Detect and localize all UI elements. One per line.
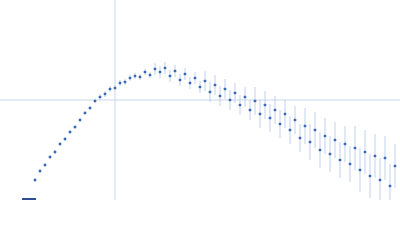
data-point bbox=[303, 124, 307, 128]
data-point bbox=[58, 142, 62, 146]
data-point bbox=[33, 178, 37, 182]
data-point bbox=[128, 76, 132, 80]
data-point bbox=[38, 169, 42, 173]
data-point bbox=[48, 155, 52, 159]
data-point bbox=[78, 118, 82, 122]
data-point bbox=[193, 76, 197, 80]
data-point bbox=[343, 142, 347, 146]
data-point bbox=[248, 108, 252, 112]
data-point bbox=[168, 74, 172, 78]
data-point bbox=[283, 112, 287, 116]
data-point bbox=[88, 106, 92, 110]
chart bbox=[0, 0, 400, 200]
data-point bbox=[198, 85, 202, 89]
data-point bbox=[243, 95, 247, 99]
data-point bbox=[293, 118, 297, 122]
data-point bbox=[238, 103, 242, 107]
data-point bbox=[93, 99, 97, 103]
data-point bbox=[163, 66, 167, 70]
data-point bbox=[393, 164, 397, 168]
data-point bbox=[113, 86, 117, 90]
data-point bbox=[158, 70, 162, 74]
data-point bbox=[218, 94, 222, 98]
data-point bbox=[298, 136, 302, 140]
data-point bbox=[83, 111, 87, 115]
data-point bbox=[278, 122, 282, 126]
data-point bbox=[98, 95, 102, 99]
data-point bbox=[353, 146, 357, 150]
data-point bbox=[103, 92, 107, 96]
data-point bbox=[378, 178, 382, 182]
data-point bbox=[383, 156, 387, 160]
data-point bbox=[323, 134, 327, 138]
data-point bbox=[263, 103, 267, 107]
data-point bbox=[348, 162, 352, 166]
data-point bbox=[208, 90, 212, 94]
data-point bbox=[308, 140, 312, 144]
data-point bbox=[123, 80, 127, 84]
data-point bbox=[188, 81, 192, 85]
data-point bbox=[43, 163, 47, 167]
data-point bbox=[133, 74, 137, 78]
data-point bbox=[173, 69, 177, 73]
data-point bbox=[108, 87, 112, 91]
data-point bbox=[288, 128, 292, 132]
data-point bbox=[373, 154, 377, 158]
data-point bbox=[328, 152, 332, 156]
data-point bbox=[368, 174, 372, 178]
data-point bbox=[178, 78, 182, 82]
data-point bbox=[148, 73, 152, 77]
data-point bbox=[223, 87, 227, 91]
data-point bbox=[388, 184, 392, 188]
data-point bbox=[253, 99, 257, 103]
data-point bbox=[53, 150, 57, 154]
data-point bbox=[63, 137, 67, 141]
data-point bbox=[183, 72, 187, 76]
data-point bbox=[333, 138, 337, 142]
data-point bbox=[73, 125, 77, 129]
data-point bbox=[338, 158, 342, 162]
data-point bbox=[213, 83, 217, 87]
data-point bbox=[143, 70, 147, 74]
data-point bbox=[258, 112, 262, 116]
data-point bbox=[233, 91, 237, 95]
data-point bbox=[313, 128, 317, 132]
data-point bbox=[273, 108, 277, 112]
data-point bbox=[138, 75, 142, 79]
data-point bbox=[118, 81, 122, 85]
data-point bbox=[268, 116, 272, 120]
data-point bbox=[318, 148, 322, 152]
data-point bbox=[228, 98, 232, 102]
data-point bbox=[203, 79, 207, 83]
data-point bbox=[153, 67, 157, 71]
data-point bbox=[358, 168, 362, 172]
data-point bbox=[68, 130, 72, 134]
data-point bbox=[363, 150, 367, 154]
